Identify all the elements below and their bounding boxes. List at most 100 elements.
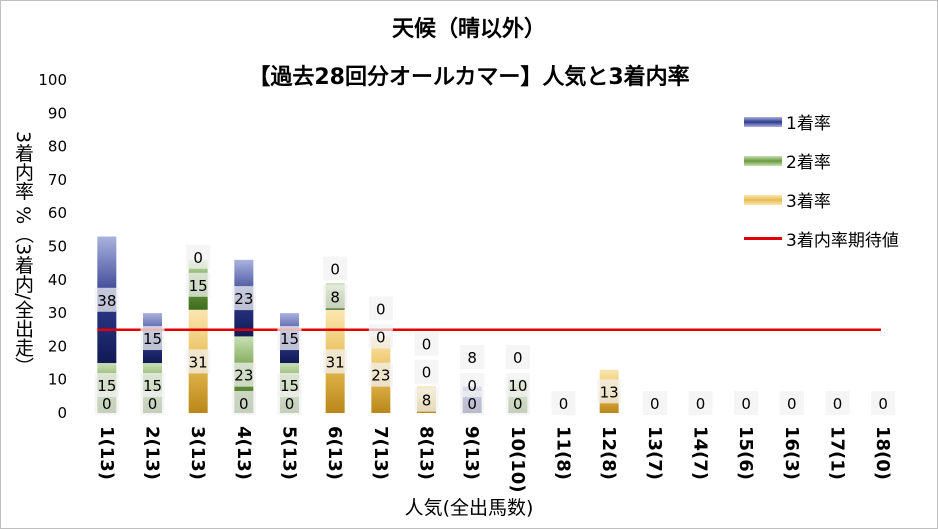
data-label-bg-1-3 — [231, 362, 256, 387]
data-label-bg-2-5 — [323, 256, 348, 281]
y-tick-label-1: 10 — [48, 371, 67, 389]
data-label-1-6: 0 — [376, 328, 386, 346]
data-label-2-1: 15 — [143, 330, 162, 348]
data-label-2-8: 8 — [467, 349, 477, 367]
data-label-bg-0-10 — [551, 391, 576, 415]
data-label-0-15: 0 — [787, 395, 797, 413]
data-label-bg-0-16 — [825, 391, 850, 415]
data-label-bg-0-5 — [323, 349, 348, 374]
data-label-bg-2-8 — [460, 345, 485, 369]
data-label-bg-2-2 — [186, 244, 211, 269]
data-label-bg-1-1 — [140, 373, 165, 397]
data-label-2-2: 0 — [193, 249, 203, 267]
legend-item-3rd: 3着率 — [744, 180, 899, 219]
data-label-1-0: 15 — [97, 377, 116, 395]
data-label-1-8: 0 — [467, 377, 477, 395]
data-label-bg-1-7 — [414, 359, 439, 384]
x-tick-label-3: 4(13) — [233, 426, 254, 480]
x-tick-label-0: 1(13) — [96, 426, 117, 480]
x-tick-label-8: 9(13) — [461, 426, 482, 480]
legend: 1着率 2着率 3着率 3着内率期待値 — [744, 102, 899, 258]
data-label-bg-1-5 — [323, 284, 348, 309]
x-tick-label-12: 13(7) — [644, 426, 665, 480]
data-label-0-8: 0 — [467, 395, 477, 413]
data-label-0-0: 0 — [102, 395, 112, 413]
data-label-0-7: 8 — [422, 392, 432, 410]
legend-item-expected: 3着内率期待値 — [744, 219, 899, 258]
legend-label-3rd: 3着率 — [786, 192, 831, 212]
data-label-1-4: 15 — [280, 377, 299, 395]
legend-swatch-1st — [744, 116, 782, 127]
x-tick-label-11: 12(8) — [598, 426, 619, 480]
data-label-0-5: 31 — [326, 353, 345, 371]
data-label-bg-1-4 — [277, 373, 302, 397]
data-label-1-3: 23 — [234, 367, 253, 385]
data-label-bg-1-9 — [505, 373, 530, 397]
x-tick-label-6: 7(13) — [370, 426, 391, 480]
data-label-bg-0-13 — [688, 391, 713, 415]
chart-subtitle: 【過去28回分オールカマー】人気と3着内率 — [248, 65, 690, 90]
y-tick-label-10: 100 — [38, 71, 67, 89]
x-axis-label: 人気(全出馬数) — [404, 497, 534, 519]
data-label-0-13: 0 — [696, 395, 706, 413]
y-tick-label-4: 40 — [48, 271, 67, 289]
data-label-bg-2-7 — [414, 331, 439, 356]
x-tick-label-1: 2(13) — [142, 426, 163, 480]
data-label-0-6: 23 — [371, 367, 390, 385]
legend-swatch-expected — [744, 237, 782, 240]
data-label-1-9: 10 — [508, 377, 527, 395]
x-tick-label-2: 3(13) — [187, 426, 208, 480]
data-label-2-5: 0 — [330, 260, 340, 278]
legend-label-expected: 3着内率期待値 — [786, 231, 899, 251]
data-label-bg-0-3 — [231, 391, 256, 415]
legend-swatch-3rd — [744, 194, 782, 205]
data-label-2-4: 15 — [280, 330, 299, 348]
data-label-0-11: 13 — [600, 383, 619, 401]
data-label-bg-1-8 — [460, 373, 485, 397]
legend-swatch-2nd — [744, 155, 782, 166]
legend-item-1st: 1着率 — [744, 102, 899, 141]
legend-label-2nd: 2着率 — [786, 153, 831, 173]
data-label-0-1: 0 — [148, 395, 158, 413]
data-label-bg-2-0 — [94, 287, 119, 312]
data-label-bg-2-3 — [231, 286, 256, 311]
data-label-2-0: 38 — [97, 292, 116, 310]
data-label-2-7: 0 — [422, 336, 432, 354]
data-label-bg-2-4 — [277, 326, 302, 351]
data-label-0-17: 0 — [878, 395, 888, 413]
data-label-bg-0-11 — [597, 379, 622, 404]
data-label-1-5: 8 — [330, 288, 340, 306]
data-label-2-6: 0 — [376, 300, 386, 318]
x-tick-label-10: 11(8) — [553, 426, 574, 480]
y-tick-label-6: 60 — [48, 204, 67, 222]
data-label-0-2: 31 — [189, 353, 208, 371]
data-label-0-9: 0 — [513, 395, 523, 413]
y-tick-label-7: 70 — [48, 171, 67, 189]
data-label-bg-2-9 — [505, 345, 530, 369]
data-label-0-12: 0 — [650, 395, 660, 413]
legend-label-1st: 1着率 — [786, 114, 831, 134]
data-label-bg-0-14 — [734, 391, 759, 415]
x-tick-label-9: 10(10) — [507, 426, 528, 493]
data-label-1-2: 15 — [189, 277, 208, 295]
data-label-0-16: 0 — [833, 395, 843, 413]
data-label-1-7: 0 — [422, 364, 432, 382]
data-label-2-3: 23 — [234, 290, 253, 308]
data-label-bg-0-2 — [186, 349, 211, 374]
data-label-0-3: 0 — [239, 395, 249, 413]
data-label-bg-2-1 — [140, 326, 165, 351]
legend-item-2nd: 2着率 — [744, 141, 899, 180]
data-label-bg-1-6 — [368, 324, 393, 349]
data-label-0-4: 0 — [285, 395, 295, 413]
data-label-2-9: 0 — [513, 349, 523, 367]
chart-title: 天候（晴以外） — [391, 17, 546, 42]
x-tick-label-4: 5(13) — [279, 426, 300, 480]
data-label-bg-1-0 — [94, 373, 119, 397]
x-tick-label-17: 18(0) — [872, 426, 893, 480]
x-tick-label-14: 15(6) — [735, 426, 756, 480]
data-label-bg-0-7 — [414, 387, 439, 412]
y-tick-label-9: 90 — [48, 104, 67, 122]
data-label-0-14: 0 — [741, 395, 751, 413]
